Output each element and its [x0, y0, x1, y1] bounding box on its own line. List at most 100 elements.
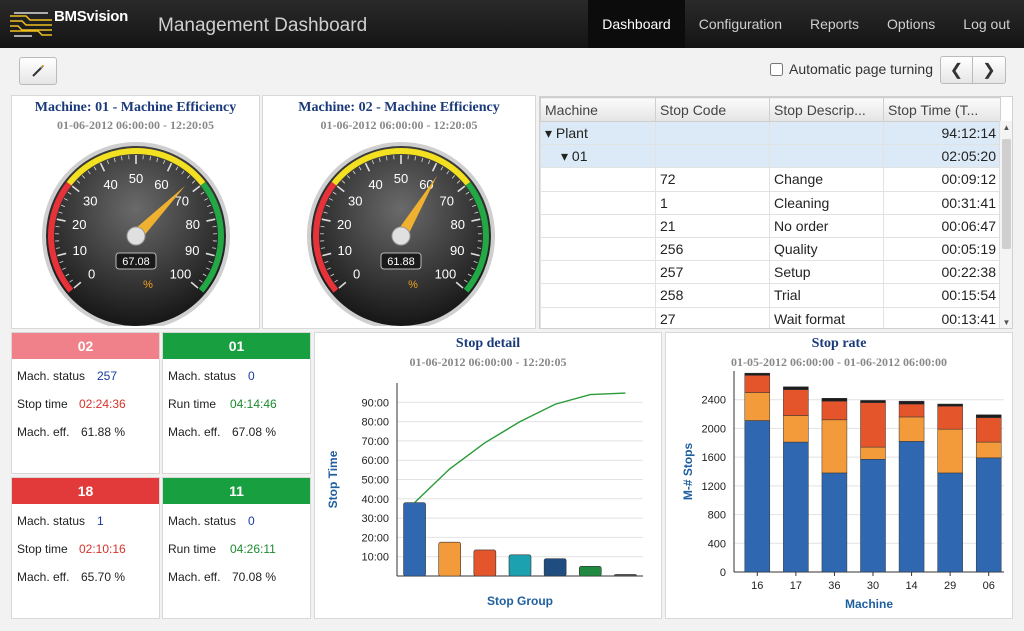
gauge-tick-label: 60 [154, 177, 168, 192]
y-tick-label: 20:00 [361, 532, 389, 544]
scroll-down-icon[interactable]: ▼ [1002, 318, 1011, 327]
table-row[interactable]: 257 Setup 00:22:38 [540, 260, 1001, 285]
machine-card-01[interactable]: 01 Mach. status 0 Run time 04:14:46 Mach. … [162, 332, 311, 474]
stacked-bar-segment [783, 441, 809, 573]
gauge-value-box [380, 252, 422, 270]
gauge-tick [346, 175, 351, 179]
stop-code: 21 [655, 213, 770, 238]
table-row[interactable]: 1 Cleaning 00:31:41 [540, 190, 1001, 215]
card-machine-id: 02 [12, 333, 159, 359]
y-tick-label: 400 [708, 538, 726, 550]
gauge-tick [474, 211, 479, 214]
table-scrollbar[interactable]: ▲ ▼ [999, 121, 1012, 328]
auto-page-checkbox[interactable] [770, 62, 783, 76]
machine-card-18[interactable]: 18 Mach. status 1 Stop time 02:10:16 Mach.… [11, 477, 160, 619]
next-page-button[interactable]: ❯ [973, 56, 1006, 84]
col-header-stop-description[interactable]: Stop Descrip... [769, 97, 884, 122]
group-label: Plant [555, 124, 588, 141]
prev-page-button[interactable]: ❮ [940, 56, 973, 84]
x-tick-label: 06 [983, 580, 995, 592]
stop-description: Quality [769, 236, 884, 262]
gauge-band [66, 148, 206, 186]
scroll-up-icon[interactable]: ▲ [1002, 123, 1011, 132]
nav-logout[interactable]: Log out [963, 16, 1010, 32]
stacked-bar-segment [821, 398, 848, 402]
group-row-machine-01[interactable]: ▾ 01 02:05:20 [540, 144, 1001, 169]
stacked-bar-segment [898, 403, 925, 418]
table-row[interactable]: 258 Trial 00:15:54 [540, 283, 1001, 308]
col-header-stop-time[interactable]: Stop Time (T... [883, 97, 1001, 122]
gauge-value-box [115, 252, 157, 270]
scroll-thumb[interactable] [1002, 139, 1011, 249]
group-row-plant[interactable]: ▾ Plant 94:12:14 [540, 120, 1001, 146]
auto-page-turning[interactable]: Automatic page turning [770, 61, 933, 77]
stop-description: Wait format [769, 306, 884, 328]
gauge-tick [421, 157, 424, 162]
gauge-tick [208, 260, 213, 264]
y-tick-label: 90:00 [361, 397, 389, 409]
gauge-tick [212, 247, 217, 249]
stop-time: 00:22:38 [883, 260, 1001, 285]
gauge-tick [473, 260, 478, 264]
card-label: Run time [168, 542, 217, 556]
y-axis-label: Stop Time [326, 450, 340, 508]
chart-title: Stop detail [455, 336, 521, 351]
table-cell [540, 213, 656, 238]
gauge-tick [205, 252, 215, 257]
collapse-arrow-icon[interactable]: ▾ [545, 124, 556, 141]
gauge-period: 01-06-2012 06:00:00 - 12:20:05 [57, 118, 214, 132]
table-row[interactable]: 256 Quality 00:05:19 [540, 236, 1001, 262]
stacked-bar-segment [744, 420, 771, 573]
stop-description: Change [769, 167, 884, 192]
stop-description: Setup [769, 260, 884, 285]
stacked-bar-segment [975, 417, 1002, 443]
gauge-tick [58, 211, 63, 214]
x-axis-label: Stop Group [487, 594, 553, 608]
gauge-tick [469, 198, 473, 201]
gauge-tick [76, 180, 81, 184]
gauge-tick [64, 198, 68, 201]
gauge-tick [200, 191, 205, 195]
main-nav: Dashboard Configuration Reports Options … [588, 0, 1024, 48]
gauge-tick-label: 80 [450, 217, 464, 232]
gauge-tick-label: 70 [439, 193, 453, 208]
logo-text: BMSvision [54, 8, 128, 25]
gauge-tick [204, 198, 208, 201]
card-time-value: 04:26:11 [230, 542, 276, 556]
group-time: 94:12:14 [883, 120, 1001, 146]
gauge-tick [451, 175, 456, 179]
edit-wand-button[interactable] [19, 57, 57, 85]
gauge-tick [321, 218, 331, 222]
gauge-tick [378, 157, 381, 162]
x-tick-label: 16 [751, 580, 763, 592]
table-row[interactable]: 21 No order 00:06:47 [540, 213, 1001, 238]
stacked-bar-segment [937, 428, 963, 474]
gauge-tick-label: 80 [185, 217, 199, 232]
machine-card-02[interactable]: 02 Mach. status 257 Stop time 02:24:36 Mac… [11, 332, 160, 474]
table-row[interactable]: 27 Wait format 00:13:41 [540, 306, 1001, 328]
nav-reports[interactable]: Reports [810, 16, 860, 32]
col-header-stop-code[interactable]: Stop Code [655, 97, 770, 122]
stacked-bar-segment [821, 400, 848, 421]
gauge-tick [67, 191, 72, 195]
gauge-tick [477, 247, 482, 249]
stacked-bar-segment [860, 400, 886, 403]
nav-configuration[interactable]: Configuration [698, 16, 782, 32]
gauge-tick [446, 170, 450, 175]
gauge-period: 01-06-2012 06:00:00 - 12:20:05 [320, 118, 478, 132]
gauge-tick [59, 260, 64, 264]
machine-card-11[interactable]: 11 Mach. status 0 Run time 04:26:11 Mach. … [162, 477, 311, 619]
stacked-bar-segment [821, 472, 848, 573]
table-row[interactable]: 72 Change 00:09:12 [540, 167, 1001, 192]
col-header-machine[interactable]: Machine [540, 97, 656, 122]
wand-icon [32, 65, 44, 77]
gauge-title: Machine: 02 - Machine Efficiency [298, 100, 500, 115]
y-tick-label: 70:00 [361, 436, 389, 448]
nav-options[interactable]: Options [887, 16, 936, 32]
bar [578, 566, 602, 577]
nav-dashboard[interactable]: Dashboard [588, 0, 685, 48]
bar [543, 558, 567, 577]
stacked-bar-segment [937, 403, 963, 407]
stacked-bar-segment [898, 441, 925, 573]
collapse-arrow-icon[interactable]: ▾ [561, 147, 572, 164]
